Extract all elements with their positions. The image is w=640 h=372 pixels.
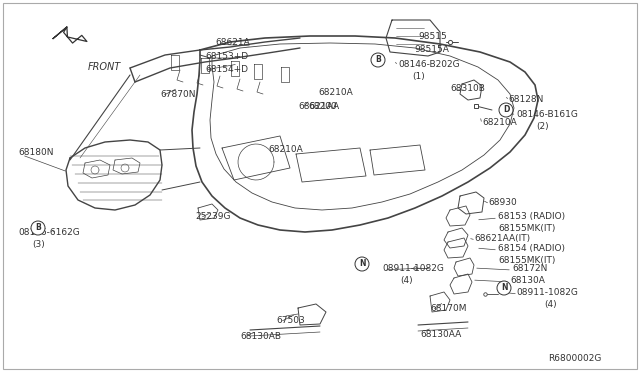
- Text: 68130A: 68130A: [510, 276, 545, 285]
- Text: 67870N: 67870N: [160, 90, 195, 99]
- Text: 98515A: 98515A: [414, 45, 449, 54]
- Text: 08911-1082G: 08911-1082G: [382, 264, 444, 273]
- Text: 68621A: 68621A: [215, 38, 250, 47]
- Circle shape: [371, 53, 385, 67]
- Text: 68930: 68930: [488, 198, 516, 207]
- Text: (3): (3): [32, 240, 45, 249]
- Text: 25239G: 25239G: [195, 212, 230, 221]
- Text: (2): (2): [536, 122, 548, 131]
- Text: D: D: [503, 106, 509, 115]
- Text: 68170M: 68170M: [430, 304, 467, 313]
- Text: 68210A: 68210A: [268, 145, 303, 154]
- Text: 68154+D: 68154+D: [205, 65, 248, 74]
- Text: 68200: 68200: [308, 102, 337, 111]
- Text: FRONT: FRONT: [88, 62, 121, 72]
- Text: 68310B: 68310B: [450, 84, 485, 93]
- Text: 08146-6162G: 08146-6162G: [18, 228, 80, 237]
- Text: (4): (4): [544, 300, 557, 309]
- Circle shape: [499, 103, 513, 117]
- Circle shape: [497, 281, 511, 295]
- Text: 68154 (RADIO): 68154 (RADIO): [498, 244, 565, 253]
- Text: 68153 (RADIO): 68153 (RADIO): [498, 212, 565, 221]
- Text: 68153+D: 68153+D: [205, 52, 248, 61]
- Text: 08146-B202G: 08146-B202G: [398, 60, 460, 69]
- Text: 08146-B161G: 08146-B161G: [516, 110, 578, 119]
- Text: 68155MK(IT): 68155MK(IT): [498, 224, 556, 233]
- Text: N: N: [500, 283, 508, 292]
- Circle shape: [31, 221, 45, 235]
- Circle shape: [355, 257, 369, 271]
- Text: (4): (4): [400, 276, 413, 285]
- Text: B: B: [375, 55, 381, 64]
- Text: 68621AA: 68621AA: [298, 102, 339, 111]
- Text: 68155MK(IT): 68155MK(IT): [498, 256, 556, 265]
- Text: 68128N: 68128N: [508, 95, 543, 104]
- Text: (1): (1): [412, 72, 425, 81]
- Text: 67503: 67503: [276, 316, 305, 325]
- Text: N: N: [359, 260, 365, 269]
- Text: 68130AA: 68130AA: [420, 330, 461, 339]
- Text: 68172N: 68172N: [512, 264, 547, 273]
- Text: R6800002G: R6800002G: [548, 354, 602, 363]
- Text: 68210A: 68210A: [318, 88, 353, 97]
- Text: 68180N: 68180N: [18, 148, 54, 157]
- Text: 08911-1082G: 08911-1082G: [516, 288, 578, 297]
- Text: 68621AA(IT): 68621AA(IT): [474, 234, 530, 243]
- Text: 68210A: 68210A: [482, 118, 516, 127]
- Text: B: B: [35, 224, 41, 232]
- Text: 68130AB: 68130AB: [240, 332, 281, 341]
- Text: 98515: 98515: [418, 32, 447, 41]
